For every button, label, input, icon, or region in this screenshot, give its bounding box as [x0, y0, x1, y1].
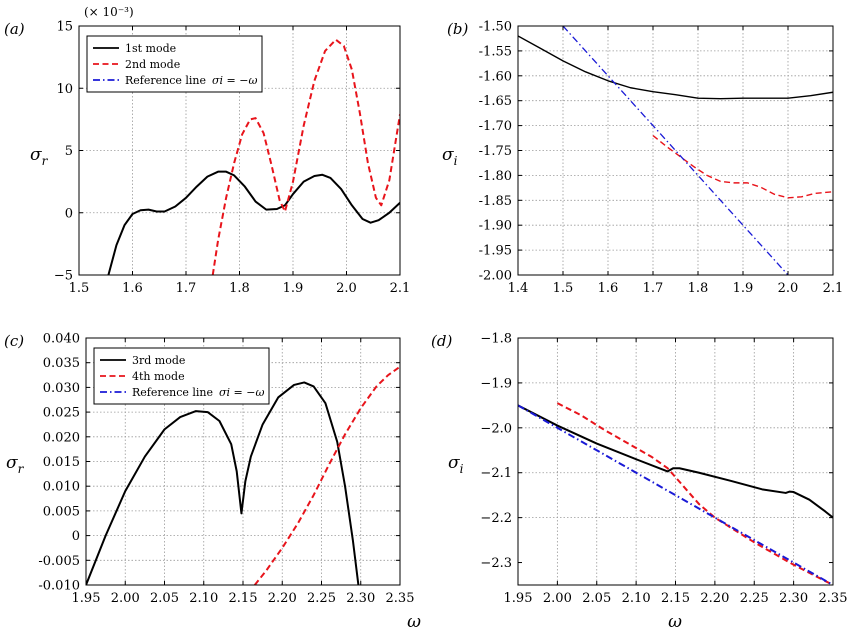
- y-tick-label: -1.60: [479, 69, 512, 84]
- y-tick-label: 0: [72, 529, 80, 544]
- panel-label: (c): [4, 332, 24, 350]
- x-tick-label: 2.00: [543, 591, 572, 606]
- panel-c: 1.95 2.00 2.05 2.10 2.15 2.20 2.25 2.30 2.35 -0.0…: [4, 332, 414, 607]
- y-tick-label: −1.8: [480, 332, 512, 347]
- y-tick-label: −2.1: [480, 466, 512, 481]
- y-tick-label: −2.3: [480, 556, 512, 571]
- y-tick-label: 15: [56, 20, 73, 35]
- series-line-2nd-mode: [652, 135, 833, 199]
- y-tick-label: −2.0: [480, 421, 512, 436]
- y-tick-label: -1.80: [479, 169, 512, 184]
- y-tick-label: -1.55: [479, 44, 512, 59]
- legend-entry: 3rd mode: [132, 354, 185, 367]
- x-tick-label: 2.35: [386, 591, 415, 606]
- series-line-reference-line: [518, 404, 833, 585]
- x-tick-label: 1.95: [72, 591, 101, 606]
- y-tick-label: -1.85: [479, 194, 512, 209]
- y-tick-label: −2.2: [480, 511, 512, 526]
- panel-b: 1.4 1.5 1.6 1.7 1.8 1.9 2.0 2.1 -2.00 -1.95 -1.90 -…: [442, 20, 843, 297]
- y-axis-label: σr: [30, 145, 49, 168]
- series-line-3rd-mode: [86, 381, 360, 585]
- x-tick-label: 2.30: [346, 591, 375, 606]
- legend-entry: 1st mode: [125, 42, 176, 55]
- y-tick-label: −5: [54, 269, 73, 284]
- y-axis-label: σr: [6, 453, 25, 476]
- y-tick-label: -1.95: [479, 244, 512, 259]
- y-tick-label: 0.015: [43, 455, 80, 470]
- panel-d: 1.95 2.00 2.05 2.10 2.15 2.20 2.25 2.30 2.35 −2.3…: [431, 332, 847, 607]
- series-line-1st-mode: [518, 35, 833, 100]
- x-tick-label: 1.7: [643, 281, 664, 296]
- x-tick-label: 1.5: [69, 281, 90, 296]
- series-line-2nd-mode: [211, 38, 400, 275]
- x-tick-label: 1.5: [553, 281, 574, 296]
- y-tick-label: 0.010: [43, 480, 80, 495]
- y-tick-label: -0.010: [38, 579, 80, 594]
- x-tick-label: 2.10: [189, 591, 218, 606]
- y-tick-label: 5: [65, 144, 73, 159]
- y-tick-label: -0.005: [38, 554, 80, 569]
- legend-entry: 2nd mode: [125, 58, 180, 71]
- x-tick-label: 2.05: [582, 591, 611, 606]
- x-tick-label: 1.4: [508, 281, 529, 296]
- x-tick-label: 1.6: [122, 281, 143, 296]
- x-tick-label: 1.9: [283, 281, 304, 296]
- y-tick-label: -1.75: [479, 144, 512, 159]
- y-tick-label: 0.035: [43, 356, 80, 371]
- y-tick-label: 0: [65, 206, 73, 221]
- panel-label: (d): [431, 332, 452, 350]
- panel-label: (b): [447, 20, 468, 38]
- panel-label: (a): [4, 20, 25, 38]
- series-line-1st-mode: [107, 170, 400, 275]
- legend-entry: Reference line σi = −ω: [125, 74, 257, 87]
- y-tick-label: -1.65: [479, 94, 512, 109]
- x-tick-label: 2.1: [390, 281, 411, 296]
- series-line-4th-mode: [556, 402, 833, 585]
- y-axis-label: σi: [448, 453, 464, 476]
- y-tick-label: -1.90: [479, 219, 512, 234]
- x-tick-label: 2.35: [819, 591, 848, 606]
- y-tick-label: 0.005: [43, 504, 80, 519]
- x-tick-label: 2.25: [307, 591, 336, 606]
- series-line-3rd-mode: [518, 404, 833, 519]
- x-tick-label: 1.6: [598, 281, 619, 296]
- series-line-4th-mode: [253, 365, 400, 585]
- y-tick-label: -2.00: [479, 269, 512, 284]
- x-tick-label: 2.05: [150, 591, 179, 606]
- x-tick-label: 2.20: [268, 591, 297, 606]
- x-tick-label: 1.8: [229, 281, 250, 296]
- x-axis-label-left: ω: [407, 612, 421, 632]
- panel-a: 1.5 1.6 1.7 1.8 1.9 2.0 2.1 −5 0 5 10 15 (a) σr (× 10⁻…: [4, 5, 410, 296]
- legend-entry: 4th mode: [132, 370, 185, 383]
- x-tick-label: 1.9: [733, 281, 754, 296]
- y-tick-label: -1.70: [479, 119, 512, 134]
- x-tick-label: 2.0: [336, 281, 357, 296]
- x-tick-label: 1.95: [504, 591, 533, 606]
- x-tick-label: 1.8: [688, 281, 709, 296]
- y-tick-label: 0.040: [43, 332, 80, 347]
- y-tick-label: 0.030: [43, 381, 80, 396]
- y-tick-label: 10: [56, 82, 73, 97]
- y-tick-label: -1.50: [479, 20, 512, 35]
- x-tick-label: 2.30: [779, 591, 808, 606]
- x-tick-label: 2.20: [700, 591, 729, 606]
- x-tick-label: 2.0: [778, 281, 799, 296]
- y-tick-label: 0.020: [43, 430, 80, 445]
- series-line-reference-line: [562, 26, 789, 275]
- legend-entry: Reference line σi = −ω: [132, 386, 264, 399]
- x-tick-label: 2.15: [661, 591, 690, 606]
- scale-note: (× 10⁻³): [84, 5, 134, 19]
- y-axis-label: σi: [442, 145, 458, 168]
- x-tick-label: 2.00: [111, 591, 140, 606]
- x-axis-label-right: ω: [668, 612, 682, 632]
- x-tick-label: 2.15: [229, 591, 258, 606]
- x-tick-label: 2.25: [740, 591, 769, 606]
- x-tick-label: 1.7: [176, 281, 197, 296]
- x-tick-label: 2.1: [823, 281, 844, 296]
- y-tick-label: 0.025: [43, 406, 80, 421]
- y-tick-label: −1.9: [480, 376, 512, 391]
- x-tick-label: 2.10: [622, 591, 651, 606]
